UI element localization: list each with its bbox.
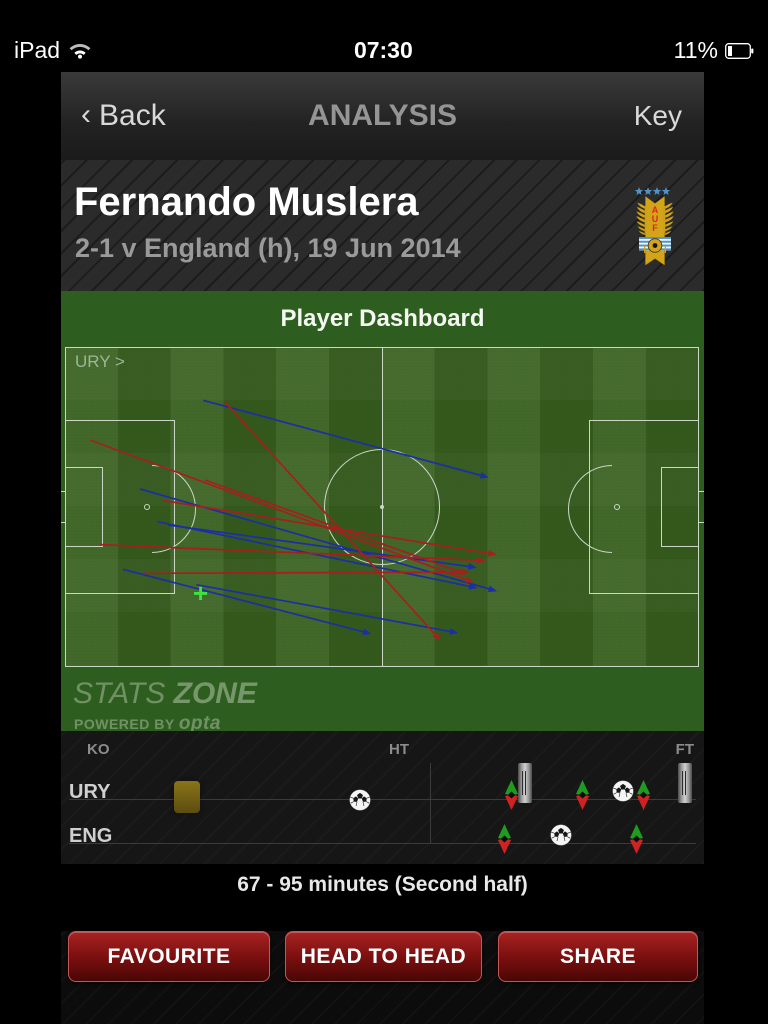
- svg-text:F: F: [652, 223, 658, 233]
